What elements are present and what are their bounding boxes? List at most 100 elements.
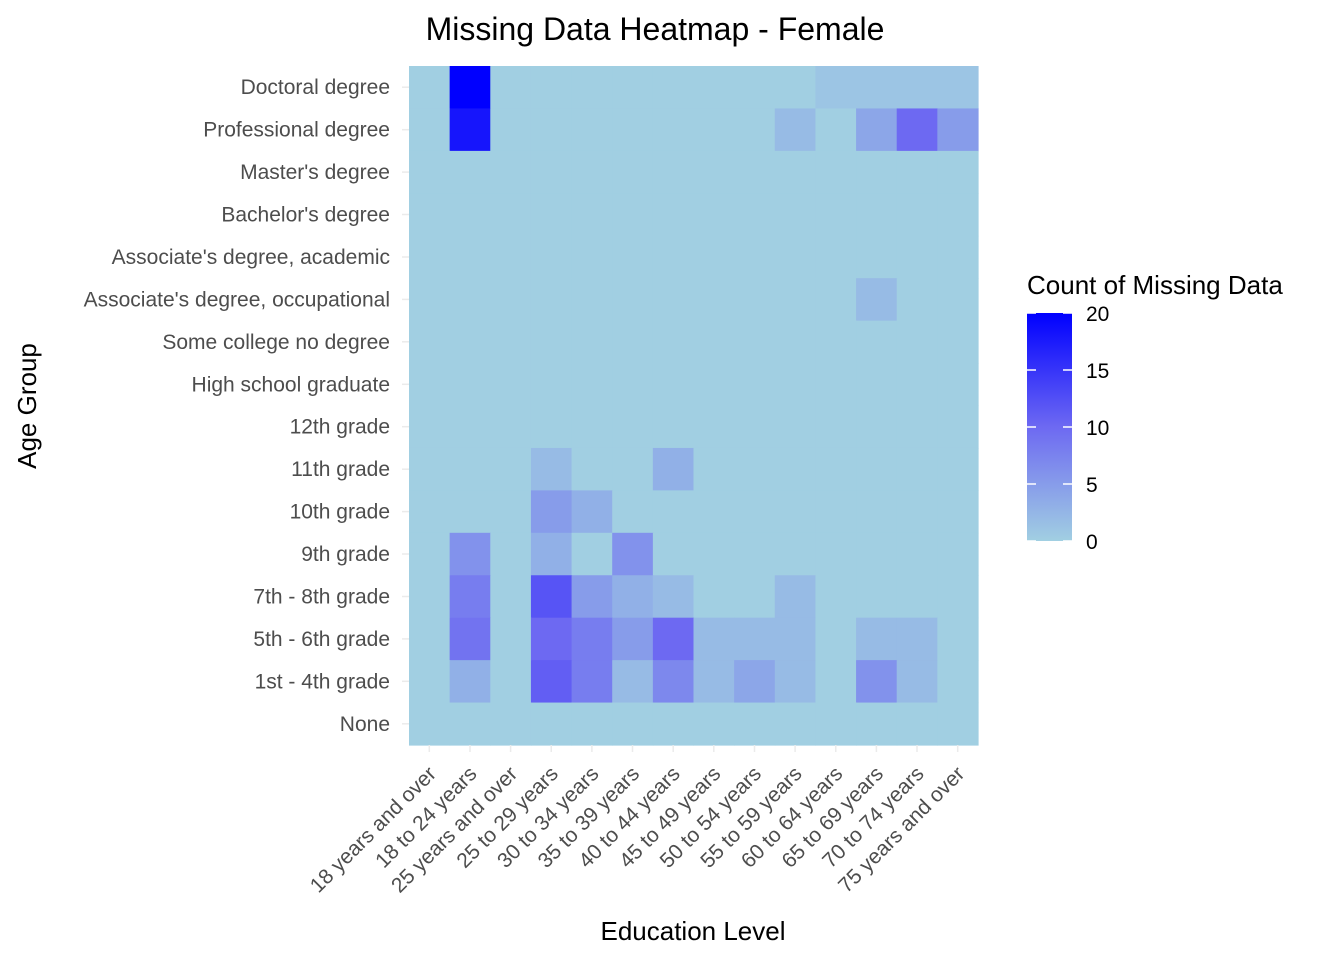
heatmap-cell [693,447,735,491]
heatmap-cell [652,490,695,534]
heatmap-cell [652,575,695,619]
heatmap-cell [815,617,857,661]
heatmap-cell [571,405,613,449]
y-tick-label: 9th grade [301,543,390,566]
heatmap-cell [815,363,857,407]
heatmap-cell [409,660,451,704]
chart-title: Missing Data Heatmap - Female [426,11,885,47]
heatmap-cell [774,532,817,576]
heatmap-cell [815,575,857,619]
heatmap-cell [937,575,979,619]
heatmap-cell [612,108,654,152]
heatmap-cell [530,405,573,449]
heatmap-cell [449,363,491,407]
heatmap-cell [409,278,451,322]
heatmap-cell [612,447,654,491]
heatmap-cell [693,660,735,704]
heatmap-cell [409,617,451,661]
heatmap-cell [937,447,979,491]
legend-tick-label: 15 [1086,360,1109,383]
heatmap-cell [693,532,735,576]
heatmap-cell [571,235,613,279]
y-tick-label: Associate's degree, academic [112,246,390,269]
heatmap-cell [856,660,898,704]
legend-ticks: 0 5 10 15 20 [1027,303,1109,554]
heatmap-cell [490,660,532,704]
y-tick-label: High school graduate [192,373,390,396]
heatmap-cell [652,617,695,661]
heatmap-cell [693,617,735,661]
heatmap-cell [896,617,938,661]
heatmap-cell [937,278,979,322]
heatmap-cell [693,363,735,407]
y-tick-label: None [340,713,390,736]
heatmap-cell [896,150,938,194]
heatmap-cell [652,150,695,194]
heatmap-cell [449,108,491,152]
heatmap-cell [612,575,654,619]
heatmap-cell [896,193,938,237]
heatmap-cell [612,66,654,110]
y-axis-ticks: Doctoral degree Professional degree Master… [84,76,409,736]
heatmap-cell [937,532,979,576]
heatmap-cell [774,108,817,152]
heatmap-cell [652,363,695,407]
heatmap-cell [937,702,979,746]
heatmap-cell [774,66,817,110]
heatmap-cell [530,660,573,704]
heatmap-cell [571,617,613,661]
heatmap-cell [652,235,695,279]
heatmap-cell [856,235,898,279]
heatmap-cell [815,150,857,194]
heatmap-cell [937,235,979,279]
heatmap-cell [449,193,491,237]
heatmap-cell [449,532,491,576]
heatmap-cell [612,490,654,534]
y-tick-label: Bachelor's degree [221,204,390,227]
heatmap-cell [490,66,532,110]
heatmap-cell [693,150,735,194]
heatmap-cell [449,660,491,704]
heatmap-cell [409,235,451,279]
y-tick-label: Doctoral degree [241,76,390,99]
heatmap-cell [490,575,532,619]
heatmap-cell [652,278,695,322]
heatmap-cell [449,702,491,746]
heatmap-cell [734,66,776,110]
heatmap-cell [856,363,898,407]
heatmap-cell [734,405,776,449]
heatmap-cell [449,235,491,279]
heatmap-cell [896,702,938,746]
heatmap-cell [409,150,451,194]
heatmap-cell [571,660,613,704]
heatmap-cell [693,575,735,619]
y-axis-title: Age Group [12,343,42,469]
heatmap-cell [774,575,817,619]
heatmap-cell [530,108,573,152]
y-tick-label: 10th grade [290,501,390,524]
heatmap-cell [490,447,532,491]
heatmap-cell [896,490,938,534]
heatmap-cell [490,108,532,152]
heatmap-cell [693,405,735,449]
heatmap-cell [774,447,817,491]
heatmap-cell [409,702,451,746]
heatmap-cell [815,108,857,152]
y-tick-label: Some college no degree [162,331,390,354]
heatmap-cell [856,532,898,576]
y-tick-label: 7th - 8th grade [253,585,390,608]
y-tick-label: 1st - 4th grade [255,670,390,693]
heatmap-cell [815,320,857,364]
heatmap-cell [734,108,776,152]
heatmap-cell [612,660,654,704]
heatmap-cell [774,405,817,449]
heatmap-cell [774,702,817,746]
heatmap-cell [490,702,532,746]
legend-tick-label: 20 [1086,303,1109,326]
legend-tick-label: 5 [1086,474,1098,497]
heatmap-cell [896,575,938,619]
heatmap-cell [693,66,735,110]
y-tick-label: Associate's degree, occupational [84,288,390,311]
heatmap-cell [815,532,857,576]
heatmap-cell [449,490,491,534]
